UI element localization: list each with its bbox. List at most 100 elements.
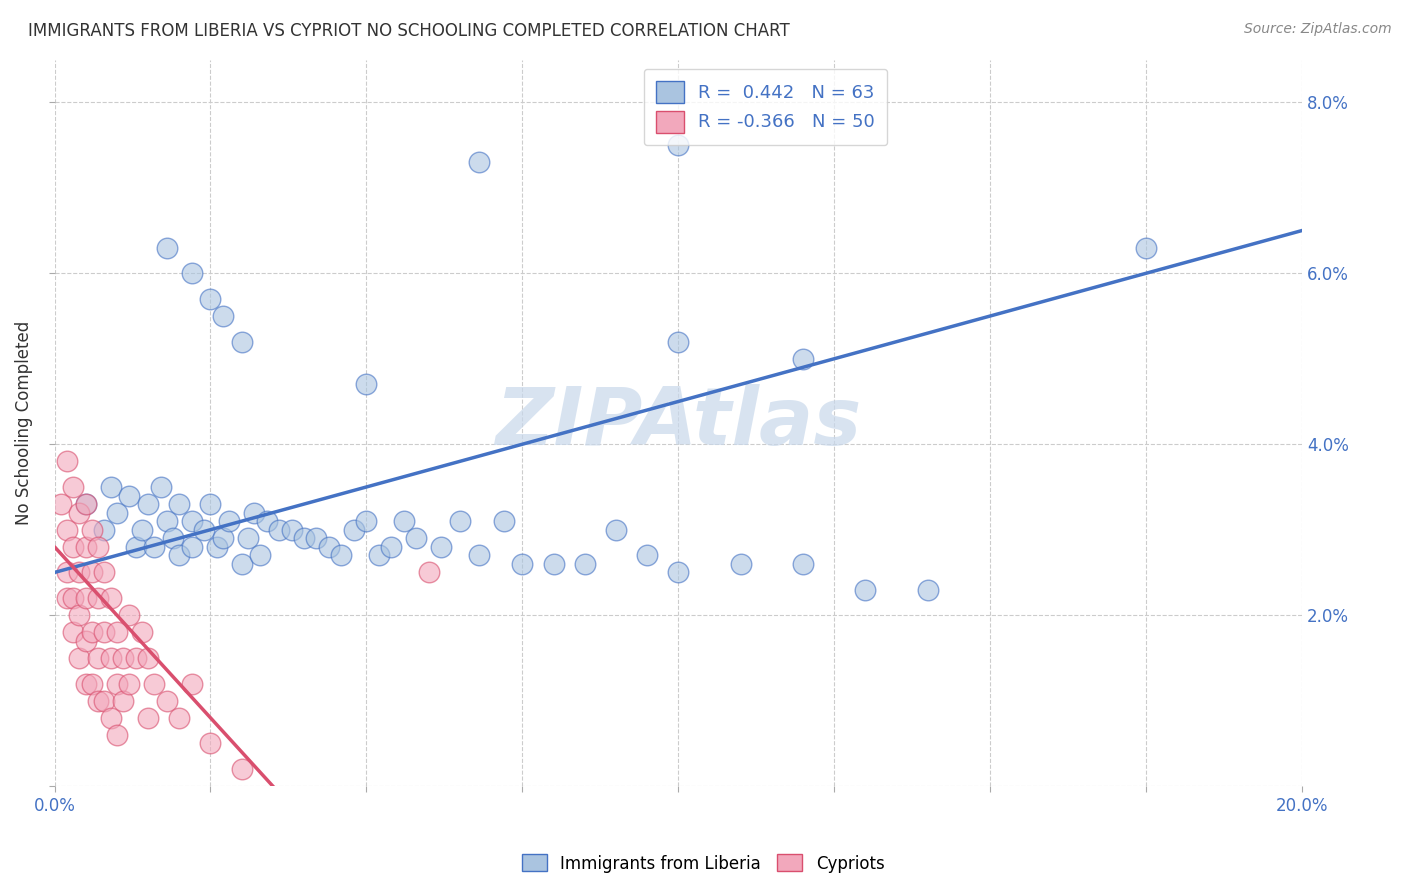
Point — [467, 155, 489, 169]
Point — [231, 557, 253, 571]
Point — [105, 625, 128, 640]
Point — [112, 651, 135, 665]
Point — [200, 497, 222, 511]
Point — [124, 540, 146, 554]
Point — [492, 514, 515, 528]
Point — [292, 531, 315, 545]
Point — [231, 334, 253, 349]
Point — [87, 591, 110, 606]
Point — [62, 540, 84, 554]
Point — [105, 676, 128, 690]
Point — [666, 138, 689, 153]
Text: Source: ZipAtlas.com: Source: ZipAtlas.com — [1244, 22, 1392, 37]
Text: IMMIGRANTS FROM LIBERIA VS CYPRIOT NO SCHOOLING COMPLETED CORRELATION CHART: IMMIGRANTS FROM LIBERIA VS CYPRIOT NO SC… — [28, 22, 790, 40]
Point — [162, 531, 184, 545]
Point — [56, 523, 79, 537]
Point — [100, 591, 122, 606]
Point — [330, 549, 353, 563]
Point — [80, 523, 103, 537]
Point — [75, 676, 97, 690]
Point — [543, 557, 565, 571]
Point — [205, 540, 228, 554]
Point — [105, 728, 128, 742]
Point — [56, 566, 79, 580]
Point — [87, 651, 110, 665]
Point — [118, 608, 141, 623]
Point — [56, 591, 79, 606]
Point — [418, 566, 440, 580]
Point — [917, 582, 939, 597]
Point — [180, 514, 202, 528]
Point — [69, 566, 91, 580]
Point — [131, 625, 153, 640]
Point — [200, 736, 222, 750]
Point — [367, 549, 389, 563]
Point — [75, 497, 97, 511]
Point — [853, 582, 876, 597]
Point — [792, 351, 814, 366]
Point — [118, 489, 141, 503]
Point — [449, 514, 471, 528]
Point — [156, 241, 179, 255]
Point — [69, 506, 91, 520]
Point — [131, 523, 153, 537]
Point — [69, 608, 91, 623]
Point — [430, 540, 453, 554]
Point — [467, 549, 489, 563]
Point — [87, 694, 110, 708]
Point — [510, 557, 533, 571]
Text: ZIPAtlas: ZIPAtlas — [495, 384, 862, 462]
Point — [156, 694, 179, 708]
Point — [356, 377, 378, 392]
Point — [100, 651, 122, 665]
Point — [666, 334, 689, 349]
Point — [212, 531, 235, 545]
Point — [212, 309, 235, 323]
Point — [62, 625, 84, 640]
Y-axis label: No Schooling Completed: No Schooling Completed — [15, 321, 32, 525]
Point — [136, 497, 159, 511]
Point — [105, 506, 128, 520]
Point — [392, 514, 415, 528]
Point — [169, 549, 191, 563]
Point — [318, 540, 340, 554]
Point — [100, 711, 122, 725]
Point — [380, 540, 402, 554]
Point — [62, 591, 84, 606]
Point — [267, 523, 290, 537]
Point — [249, 549, 271, 563]
Point — [136, 711, 159, 725]
Point — [343, 523, 366, 537]
Point — [156, 514, 179, 528]
Point — [574, 557, 596, 571]
Point — [93, 694, 115, 708]
Point — [93, 625, 115, 640]
Point — [93, 566, 115, 580]
Point — [792, 557, 814, 571]
Point — [112, 694, 135, 708]
Point — [87, 540, 110, 554]
Point — [143, 540, 166, 554]
Point — [180, 266, 202, 280]
Point — [730, 557, 752, 571]
Point — [1135, 241, 1157, 255]
Point — [356, 514, 378, 528]
Point — [75, 591, 97, 606]
Point — [280, 523, 302, 537]
Point — [93, 523, 115, 537]
Point — [305, 531, 328, 545]
Legend: R =  0.442   N = 63, R = -0.366   N = 50: R = 0.442 N = 63, R = -0.366 N = 50 — [644, 69, 887, 145]
Point — [118, 676, 141, 690]
Point — [193, 523, 215, 537]
Point — [200, 292, 222, 306]
Point — [62, 480, 84, 494]
Point — [75, 497, 97, 511]
Legend: Immigrants from Liberia, Cypriots: Immigrants from Liberia, Cypriots — [515, 847, 891, 880]
Point — [218, 514, 240, 528]
Point — [149, 480, 172, 494]
Point — [256, 514, 278, 528]
Point — [80, 566, 103, 580]
Point — [100, 480, 122, 494]
Point — [69, 651, 91, 665]
Point — [124, 651, 146, 665]
